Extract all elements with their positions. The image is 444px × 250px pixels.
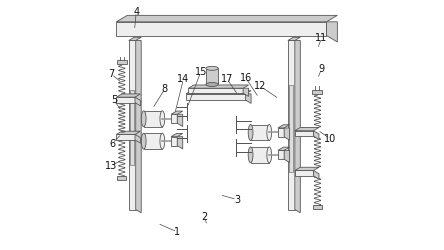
Polygon shape bbox=[250, 124, 269, 140]
Ellipse shape bbox=[206, 82, 218, 86]
Polygon shape bbox=[284, 128, 289, 140]
Polygon shape bbox=[144, 111, 163, 127]
Ellipse shape bbox=[248, 124, 253, 140]
Polygon shape bbox=[116, 134, 135, 140]
Polygon shape bbox=[188, 88, 243, 93]
Polygon shape bbox=[171, 134, 183, 137]
Ellipse shape bbox=[141, 133, 146, 149]
Polygon shape bbox=[243, 88, 249, 96]
Polygon shape bbox=[171, 111, 183, 114]
Polygon shape bbox=[171, 114, 177, 123]
Text: 6: 6 bbox=[109, 139, 115, 149]
Polygon shape bbox=[288, 40, 295, 209]
Polygon shape bbox=[116, 97, 135, 102]
Polygon shape bbox=[129, 40, 136, 209]
Ellipse shape bbox=[160, 133, 165, 149]
Polygon shape bbox=[250, 147, 269, 163]
Text: 4: 4 bbox=[133, 7, 139, 17]
Polygon shape bbox=[278, 128, 284, 137]
Polygon shape bbox=[313, 170, 319, 179]
Polygon shape bbox=[144, 133, 163, 149]
Ellipse shape bbox=[160, 111, 165, 127]
Polygon shape bbox=[177, 114, 183, 126]
Polygon shape bbox=[116, 94, 140, 97]
Ellipse shape bbox=[206, 66, 218, 70]
Polygon shape bbox=[135, 134, 140, 143]
Text: 9: 9 bbox=[318, 64, 325, 74]
Polygon shape bbox=[117, 60, 127, 64]
Ellipse shape bbox=[267, 147, 272, 163]
Text: 1: 1 bbox=[174, 227, 180, 237]
Polygon shape bbox=[130, 90, 134, 165]
Polygon shape bbox=[129, 37, 141, 40]
Polygon shape bbox=[186, 91, 251, 94]
Polygon shape bbox=[177, 137, 183, 149]
Text: 15: 15 bbox=[194, 66, 207, 76]
Ellipse shape bbox=[141, 111, 146, 127]
Polygon shape bbox=[288, 37, 300, 40]
Text: 17: 17 bbox=[221, 74, 233, 84]
Text: 11: 11 bbox=[315, 33, 328, 43]
Text: 3: 3 bbox=[234, 194, 240, 204]
Text: 13: 13 bbox=[105, 161, 118, 171]
Polygon shape bbox=[116, 22, 326, 36]
Text: 12: 12 bbox=[254, 82, 267, 92]
Text: 16: 16 bbox=[239, 73, 252, 83]
Polygon shape bbox=[135, 97, 140, 106]
Text: 5: 5 bbox=[111, 95, 117, 105]
Polygon shape bbox=[116, 15, 337, 22]
Polygon shape bbox=[278, 147, 289, 150]
Polygon shape bbox=[313, 90, 322, 94]
Text: 10: 10 bbox=[324, 134, 336, 144]
Polygon shape bbox=[313, 205, 322, 209]
Polygon shape bbox=[278, 150, 284, 159]
Polygon shape bbox=[186, 94, 246, 100]
Polygon shape bbox=[284, 150, 289, 162]
Polygon shape bbox=[117, 176, 126, 180]
Ellipse shape bbox=[267, 124, 272, 140]
Polygon shape bbox=[188, 85, 249, 88]
Polygon shape bbox=[313, 131, 319, 140]
Polygon shape bbox=[171, 137, 177, 146]
Polygon shape bbox=[295, 131, 313, 136]
Polygon shape bbox=[295, 128, 319, 131]
Polygon shape bbox=[278, 125, 289, 128]
Polygon shape bbox=[116, 131, 140, 134]
Ellipse shape bbox=[248, 147, 253, 163]
Polygon shape bbox=[246, 94, 251, 103]
Polygon shape bbox=[206, 68, 218, 84]
Text: 2: 2 bbox=[202, 212, 208, 222]
Text: 8: 8 bbox=[162, 84, 168, 94]
Text: 7: 7 bbox=[108, 69, 115, 79]
Text: 14: 14 bbox=[177, 74, 190, 84]
Polygon shape bbox=[295, 40, 300, 213]
Polygon shape bbox=[295, 170, 313, 176]
Polygon shape bbox=[136, 40, 141, 213]
Polygon shape bbox=[326, 22, 337, 42]
Polygon shape bbox=[289, 85, 293, 172]
Polygon shape bbox=[295, 167, 319, 170]
